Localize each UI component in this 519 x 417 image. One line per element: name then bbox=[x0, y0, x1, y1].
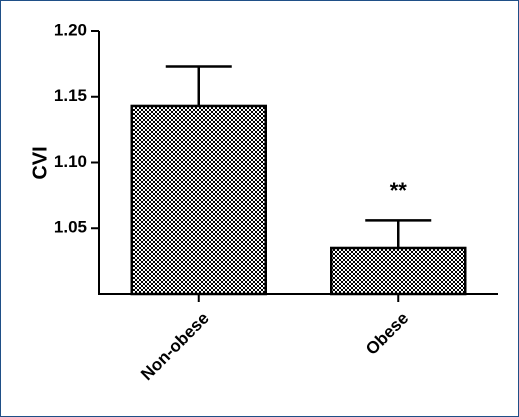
y-tick-label: 1.05 bbox=[54, 218, 87, 237]
y-tick-label: 1.10 bbox=[54, 152, 87, 171]
y-tick-label: 1.15 bbox=[54, 86, 87, 105]
bars-layer bbox=[130, 104, 467, 296]
y-axis-title: CVI bbox=[29, 146, 51, 179]
y-tick-label: 1.20 bbox=[54, 20, 87, 39]
significance-annotation: ** bbox=[390, 178, 408, 203]
bar-non-obese bbox=[130, 104, 267, 296]
x-ticks-layer: Non-obese Obese bbox=[137, 294, 412, 384]
annotations-layer: ** bbox=[390, 178, 408, 203]
y-ticks-layer: 1.05 1.10 1.15 1.20 bbox=[54, 20, 99, 237]
error-bars-layer bbox=[165, 65, 432, 248]
x-tick-label: Obese bbox=[362, 309, 412, 359]
x-tick-label: Non-obese bbox=[137, 309, 213, 385]
bar-obese bbox=[330, 246, 467, 296]
